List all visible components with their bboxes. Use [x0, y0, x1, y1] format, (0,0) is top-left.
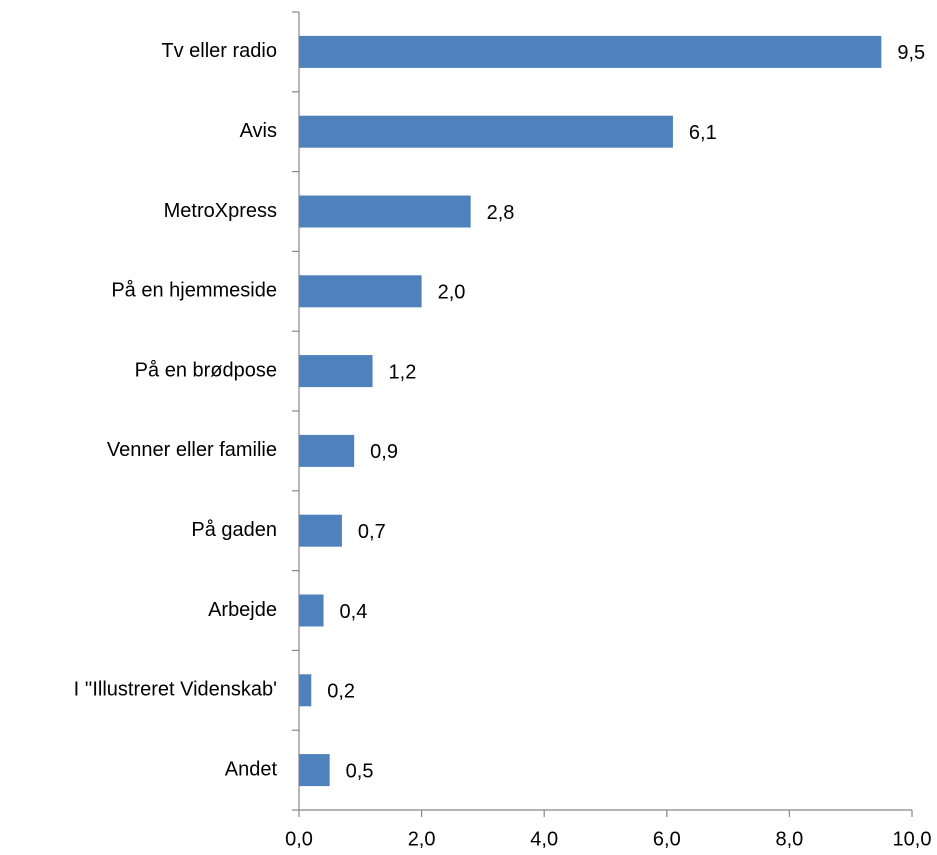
bar — [299, 594, 324, 627]
x-tick-label: 4,0 — [530, 828, 558, 850]
bar — [299, 275, 422, 308]
bar — [299, 115, 673, 148]
y-tick-label: Andet — [225, 758, 278, 780]
y-tick-label: I ''Illustreret Videnskab' — [74, 679, 277, 701]
x-tick-label: 2,0 — [408, 828, 436, 850]
data-label: 0,9 — [370, 441, 398, 463]
y-tick-label: Venner eller familie — [107, 439, 277, 461]
data-label: 6,1 — [689, 122, 717, 144]
data-label: 0,5 — [346, 760, 374, 782]
data-label: 0,4 — [340, 601, 368, 623]
y-tick-label: På en brødpose — [135, 359, 277, 381]
x-tick-label: 8,0 — [775, 828, 803, 850]
x-tick-label: 6,0 — [653, 828, 681, 850]
data-label: 2,0 — [438, 282, 466, 304]
x-tick-label: 0,0 — [285, 828, 313, 850]
data-label: 0,7 — [358, 521, 386, 543]
data-label: 9,5 — [897, 42, 925, 64]
bar — [299, 355, 373, 388]
y-tick-label: På en hjemmeside — [111, 280, 277, 302]
bar — [299, 434, 355, 467]
bar — [299, 754, 330, 787]
y-tick-label: Tv eller radio — [161, 40, 277, 62]
data-label: 1,2 — [389, 361, 417, 383]
data-label: 0,2 — [327, 681, 355, 703]
bar — [299, 35, 882, 68]
y-tick-label: MetroXpress — [164, 200, 277, 222]
bar — [299, 195, 471, 228]
y-tick-label: På gaden — [191, 519, 277, 541]
bar — [299, 674, 312, 707]
y-tick-label: Arbejde — [208, 599, 277, 621]
y-tick-label: Avis — [240, 120, 277, 142]
bar — [299, 514, 342, 547]
data-label: 2,8 — [487, 202, 515, 224]
x-tick-label: 10,0 — [893, 828, 932, 850]
